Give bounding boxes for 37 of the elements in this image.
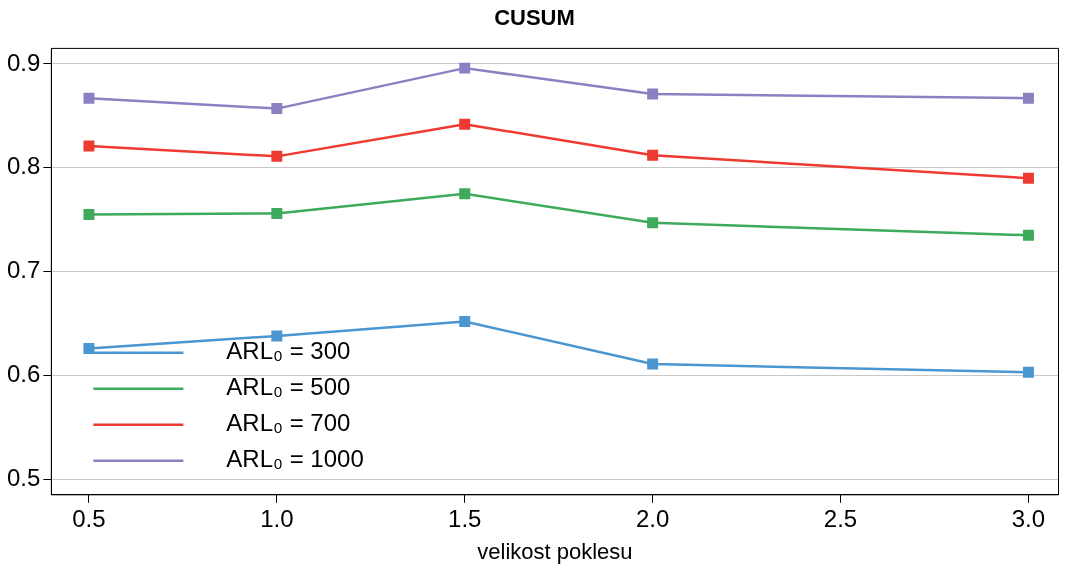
- point: [459, 315, 471, 327]
- point: [271, 103, 283, 115]
- point: [459, 118, 471, 130]
- point: [1022, 172, 1034, 184]
- x-tick-label: 2.5: [823, 504, 858, 532]
- point: [271, 207, 283, 219]
- point: [1022, 366, 1034, 378]
- point: [271, 330, 283, 342]
- chart-title: CUSUM: [494, 5, 575, 31]
- point: [1022, 92, 1034, 104]
- point: [1022, 229, 1034, 241]
- point: [83, 209, 95, 220]
- point: [83, 342, 95, 354]
- x-tick-label: 3.0: [1011, 504, 1046, 532]
- point: [83, 92, 95, 104]
- y-tick-label: 0.7: [6, 256, 41, 284]
- y-tick-label: 0.8: [6, 152, 41, 180]
- x-tick-label: 1.5: [448, 504, 482, 532]
- point: [647, 149, 659, 161]
- point: [647, 358, 659, 370]
- x-tick-label: 0.5: [72, 504, 106, 532]
- point: [83, 140, 95, 152]
- point: [459, 188, 471, 200]
- point: [271, 150, 283, 162]
- legend-label: ARL₀ = 500: [226, 373, 351, 401]
- legend-label: ARL₀ = 700: [226, 409, 351, 437]
- x-tick-label: 1.0: [260, 504, 294, 532]
- legend-label: ARL₀ = 300: [226, 337, 351, 365]
- y-tick-label: 0.9: [6, 48, 41, 76]
- point: [647, 217, 659, 229]
- point: [459, 62, 471, 74]
- point: [647, 88, 659, 100]
- legend-label: ARL₀ = 1000: [226, 445, 364, 473]
- y-tick-label: 0.5: [6, 463, 41, 491]
- x-tick-label: 2.0: [635, 504, 670, 532]
- y-tick-label: 0.6: [6, 360, 41, 388]
- x-axis-title: velikost poklesu: [477, 538, 633, 564]
